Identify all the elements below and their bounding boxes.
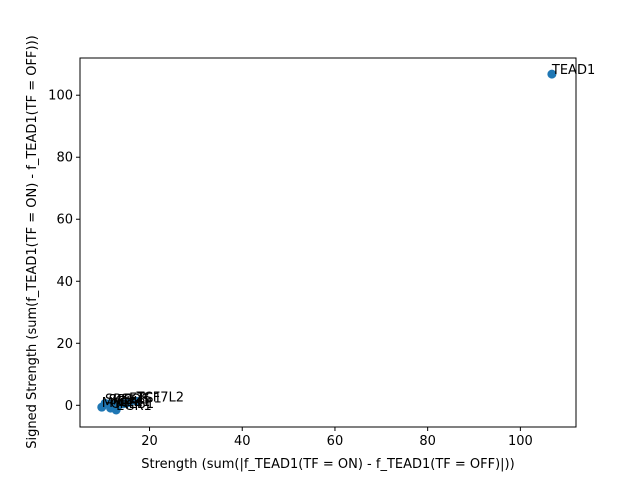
plot-frame — [79, 57, 577, 428]
point-label: KLF4 — [112, 394, 144, 409]
point-label: SP2 — [109, 393, 133, 408]
point-labels-layer: TEAD1 TCF7L2EGR1SP1SP2KLF4ELK1FOSETS1MYCC… — [102, 63, 595, 414]
y-tick-label: 20 — [56, 337, 73, 352]
point-label: EGR1 — [116, 399, 152, 414]
y-tick-label: 0 — [65, 399, 73, 414]
x-tick-label: 100 — [508, 434, 533, 449]
y-tick-label: 80 — [56, 151, 73, 166]
x-axis-ticks: 20 40 60 80 100 — [141, 427, 533, 449]
scatter-point — [547, 69, 557, 79]
point-label: MYC — [102, 396, 130, 411]
y-tick-label: 40 — [56, 275, 73, 290]
point-label: ELK1 — [118, 395, 150, 410]
y-tick-label: 60 — [56, 213, 73, 228]
scatter-point — [106, 403, 116, 413]
x-tick-label: 60 — [327, 434, 344, 449]
point-label: FOS — [124, 393, 150, 408]
point-label: TEAD1 — [551, 63, 595, 78]
scatter-point — [124, 398, 134, 408]
points-layer — [97, 69, 557, 415]
y-axis-label: Signed Strength (sum(f_TEAD1(TF = ON) - … — [25, 35, 40, 448]
x-tick-label: 20 — [141, 434, 158, 449]
x-tick-label: 40 — [234, 434, 251, 449]
point-label: CREB1 — [111, 397, 155, 412]
x-tick-label: 80 — [419, 434, 436, 449]
point-label: ETS1 — [129, 392, 162, 407]
y-tick-label: 100 — [48, 89, 73, 104]
y-axis-ticks: 0 20 40 60 80 100 — [48, 89, 80, 414]
point-label: SP1 — [105, 392, 129, 407]
point-label: TCF7L2 — [136, 390, 185, 405]
scatter-point — [132, 396, 142, 406]
x-axis-label: Strength (sum(|f_TEAD1(TF = ON) - f_TEAD… — [141, 457, 514, 472]
scatter-point — [97, 402, 107, 412]
